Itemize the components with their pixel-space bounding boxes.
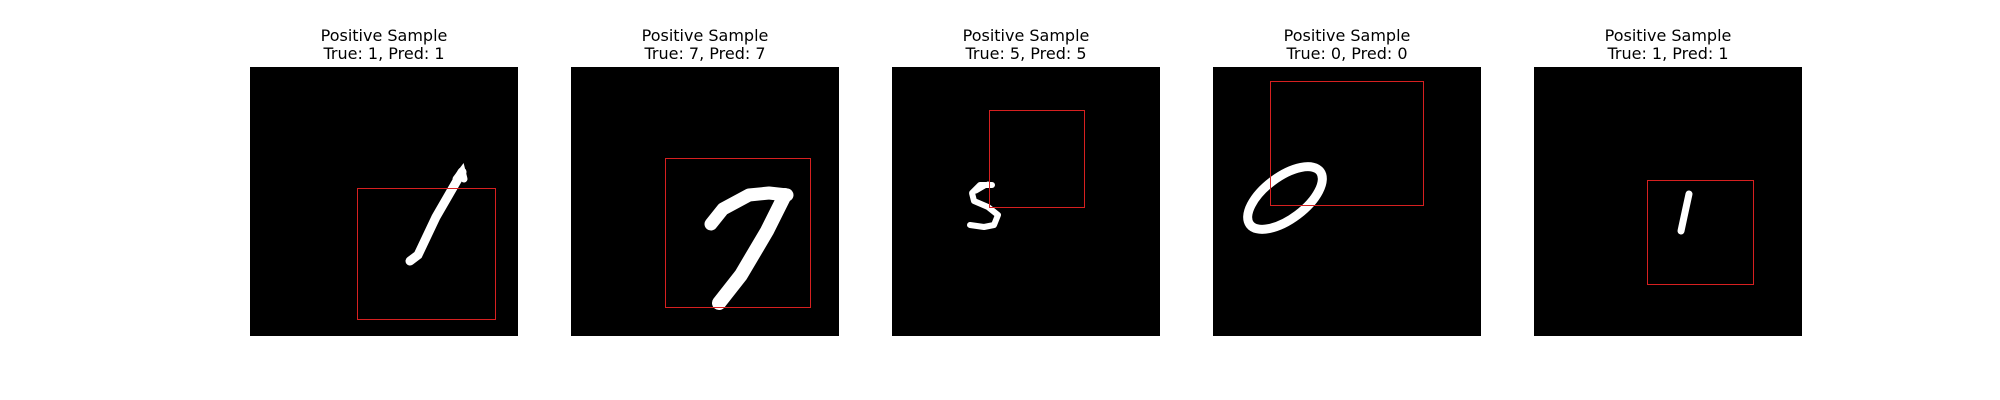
digit-image [892, 67, 1160, 336]
bounding-box [989, 110, 1085, 208]
sample-panel-4: Positive Sample True: 0, Pred: 0 [1213, 0, 1481, 340]
sample-detail: True: 5, Pred: 5 [965, 44, 1087, 63]
sample-panel-5: Positive Sample True: 1, Pred: 1 [1534, 0, 1802, 340]
sample-label: Positive Sample [320, 26, 448, 45]
bounding-box [357, 188, 496, 320]
digit-one-glyph [405, 163, 468, 266]
digit-five-glyph [967, 181, 1001, 230]
sample-label: Positive Sample [641, 26, 769, 45]
sample-label: Positive Sample [1283, 26, 1411, 45]
bounding-box [665, 158, 811, 308]
sample-panel-3: Positive Sample True: 5, Pred: 5 [892, 0, 1160, 340]
bounding-box [1647, 180, 1754, 285]
digit-image [571, 67, 839, 336]
sample-detail: True: 1, Pred: 1 [323, 44, 445, 63]
sample-detail: True: 7, Pred: 7 [644, 44, 766, 63]
sample-detail: True: 1, Pred: 1 [1607, 44, 1729, 63]
digit-image [1534, 67, 1802, 336]
panel-title: Positive Sample True: 5, Pred: 5 [872, 27, 1180, 63]
panel-title: Positive Sample True: 1, Pred: 1 [230, 27, 538, 63]
sample-detail: True: 0, Pred: 0 [1286, 44, 1408, 63]
digit-one-glyph [1677, 190, 1693, 235]
sample-label: Positive Sample [962, 26, 1090, 45]
sample-panel-2: Positive Sample True: 7, Pred: 7 [571, 0, 839, 340]
panel-title: Positive Sample True: 1, Pred: 1 [1514, 27, 1822, 63]
digit-image [250, 67, 518, 336]
digit-seven-glyph [704, 186, 794, 310]
digit-zero-glyph [1243, 162, 1327, 234]
sample-label: Positive Sample [1604, 26, 1732, 45]
bounding-box [1270, 81, 1424, 206]
digit-image [1213, 67, 1481, 336]
sample-panel-1: Positive Sample True: 1, Pred: 1 [250, 0, 518, 340]
panel-title: Positive Sample True: 0, Pred: 0 [1193, 27, 1501, 63]
panel-title: Positive Sample True: 7, Pred: 7 [551, 27, 859, 63]
